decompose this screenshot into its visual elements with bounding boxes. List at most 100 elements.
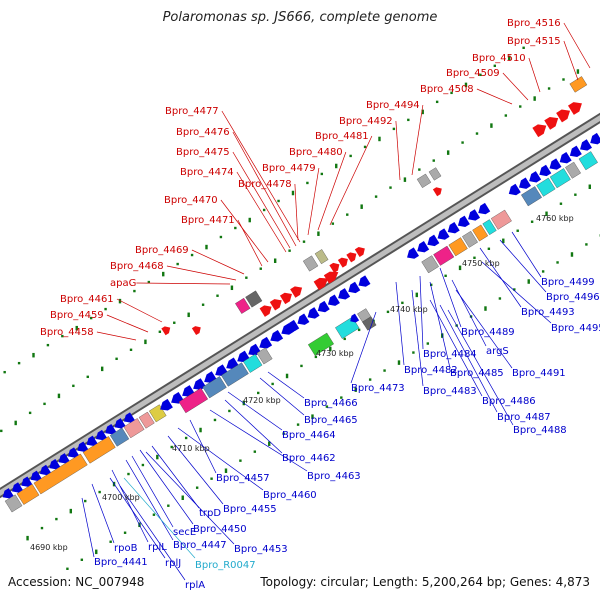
outer-tick-row-dot — [403, 177, 407, 182]
reverse-gene-arrow — [348, 281, 361, 294]
outer-tick-row-dot — [288, 249, 291, 252]
far-outer-tick-row-dot — [75, 325, 78, 331]
reverse-gene-arrow — [259, 336, 273, 349]
far-tick-row-dot — [585, 243, 588, 246]
far-tick-row-dot — [224, 468, 228, 473]
forward-gene-arrow — [567, 102, 582, 115]
rna-label-line — [123, 477, 196, 559]
outer-tick-row-dot — [547, 87, 551, 90]
outer-tick-row-dot — [100, 366, 104, 372]
far-outer-tick-row-dot — [335, 163, 338, 169]
far-outer-tick-row-dot — [291, 190, 295, 196]
far-tick-row-dot — [325, 405, 329, 408]
reverse-gene-arrow — [569, 145, 582, 158]
outer-tick-row-dot — [475, 132, 479, 135]
reverse-gene-block — [433, 245, 455, 266]
reverse-gene-arrow — [539, 164, 552, 177]
far-outer-tick-row-dot — [435, 100, 439, 104]
inner-tick-row-dot — [530, 220, 534, 223]
reverse-gene-arrow — [86, 435, 98, 446]
forward-gene-arrow — [432, 187, 442, 197]
forward-label-line — [116, 298, 163, 323]
outer-tick-row-dot — [576, 69, 580, 74]
reverse-gene-label: Bpro_4447 — [173, 540, 227, 551]
scale-labels: 4690 kbp 4700 kbp 4710 kbp 4720 kbp 4730 kbp… — [30, 214, 574, 552]
reverse-label-line — [267, 371, 305, 399]
reverse-gene-label: Bpro_4484 — [423, 349, 477, 360]
far-outer-tick-row-dot — [306, 181, 309, 185]
forward-gene-block — [569, 76, 588, 93]
inner-tick-row-dot — [574, 193, 577, 196]
accession-label: Accession: NC_007948 — [8, 575, 145, 589]
far-tick-row-dot — [570, 252, 574, 257]
forward-label-line — [106, 314, 149, 333]
reverse-gene-arrow — [297, 313, 310, 325]
reverse-gene-arrow — [77, 441, 89, 452]
far-tick-row-dot — [167, 504, 170, 507]
reverse-gene-arrow — [468, 209, 481, 221]
reverse-gene-block — [521, 186, 542, 207]
backbone-line — [0, 115, 600, 496]
reverse-gene-label: Bpro_4491 — [512, 368, 566, 379]
outer-tick-row-dot — [461, 141, 464, 144]
outer-tick-row-dot — [86, 375, 89, 379]
inner-tick-row-dot — [228, 409, 231, 413]
reverse-label-line — [479, 247, 522, 308]
outer-tick-row-dot — [43, 402, 46, 406]
reverse-gene-block — [256, 347, 273, 365]
outer-tick-row-dot — [273, 258, 277, 263]
reverse-label-line — [125, 459, 174, 541]
forward-label-line — [528, 57, 541, 93]
reverse-gene-block — [138, 411, 155, 429]
forward-gene-label: Bpro_4480 — [289, 147, 343, 158]
forward-gene-label: Bpro_4468 — [110, 261, 164, 272]
forward-gene-arrow — [346, 252, 357, 263]
reverse-gene-arrow — [105, 423, 117, 435]
forward-label-line — [96, 331, 137, 341]
far-outer-tick-row-dot — [378, 136, 381, 142]
reverse-gene-block — [221, 362, 249, 387]
outer-tick-row-dot — [432, 159, 435, 162]
reverse-gene-block — [549, 168, 571, 189]
reverse-gene-label: Bpro_4483 — [423, 386, 477, 397]
far-outer-tick-row-dot — [61, 334, 64, 338]
forward-label-line — [411, 104, 424, 176]
forward-gene-label: Bpro_4494 — [366, 100, 420, 111]
reverse-label-line — [81, 497, 95, 558]
far-tick-row-dot — [556, 261, 559, 264]
reverse-gene-arrow — [2, 488, 14, 499]
forward-label-line — [237, 219, 263, 267]
inner-tick-row-dot — [199, 427, 202, 433]
reverse-label-line — [395, 281, 405, 366]
forward-label-line — [329, 135, 373, 226]
reverse-gene-label: argS — [486, 346, 509, 357]
gene-labels: Bpro_4516 Bpro_4515 Bpro_4510 Bpro_4509 Bpro… — [40, 18, 600, 591]
reverse-label-line — [350, 311, 377, 384]
reverse-gene-label: trpD — [199, 508, 221, 519]
reverse-gene-arrow — [49, 458, 61, 470]
forward-label-line — [221, 110, 301, 243]
scale-label: 4750 kbp — [462, 259, 500, 268]
far-outer-tick-row-dot — [349, 154, 352, 158]
forward-gene-label: Bpro_4477 — [165, 106, 219, 117]
reverse-gene-label: Bpro_4460 — [263, 490, 317, 501]
inner-tick-row-dot — [213, 418, 217, 422]
reverse-gene-arrow — [307, 307, 320, 319]
reverse-gene-arrow — [11, 482, 23, 493]
reverse-label-line — [429, 299, 483, 397]
reverse-gene-label: Bpro_4499 — [541, 277, 595, 288]
figure-title: Polaromonas sp. JS666, complete genome — [162, 10, 438, 25]
scale-label: 4690 kbp — [30, 543, 68, 552]
inner-tick-row-dot — [386, 310, 390, 314]
reverse-label-line — [109, 477, 166, 559]
reverse-gene-arrow — [437, 228, 450, 240]
reverse-gene-label: Bpro_4462 — [282, 453, 336, 464]
inner-tick-row-dot — [473, 256, 476, 259]
inner-tick-row-dot — [300, 364, 303, 368]
reverse-gene-label: Bpro_4488 — [513, 425, 567, 436]
reverse-gene-label: rplJ — [165, 558, 181, 569]
outer-tick-row-dot — [115, 357, 118, 361]
reverse-gene-arrow — [549, 158, 562, 170]
reverse-label-line — [227, 391, 283, 431]
reverse-gene-arrow — [358, 275, 371, 287]
